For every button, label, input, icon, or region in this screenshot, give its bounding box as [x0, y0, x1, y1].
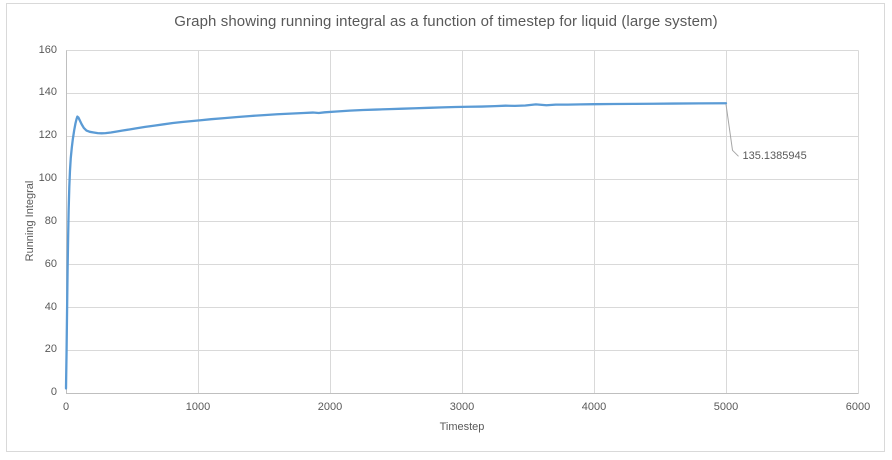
- label-leader-line: [725, 104, 739, 157]
- x-tick-label: 6000: [845, 401, 871, 413]
- x-tick-label: 2000: [317, 401, 343, 413]
- y-tick-label: 140: [38, 86, 57, 99]
- x-tick-label: 3000: [449, 401, 475, 413]
- x-tick-label: 5000: [713, 401, 739, 413]
- y-tick-label: 80: [44, 214, 57, 227]
- x-tick-label: 4000: [581, 401, 607, 413]
- x-tick-label: 1000: [185, 401, 211, 413]
- chart-frame: [6, 3, 885, 452]
- y-tick-label: 20: [44, 343, 57, 356]
- y-tick-label: 120: [38, 129, 57, 142]
- y-tick-label: 100: [38, 172, 57, 184]
- gridlines: [66, 50, 859, 394]
- x-axis-title: Timestep: [439, 421, 485, 433]
- end-value-label: 135.1385945: [742, 149, 807, 162]
- y-tick-label: 160: [38, 43, 57, 56]
- y-tick-label: 40: [44, 300, 57, 313]
- x-tick-label: 0: [62, 401, 70, 413]
- y-tick-label: 0: [50, 386, 57, 399]
- y-tick-label: 60: [44, 257, 57, 270]
- chart-title: Graph showing running integral as a func…: [174, 13, 718, 30]
- series-line-running-integral: [64, 102, 728, 390]
